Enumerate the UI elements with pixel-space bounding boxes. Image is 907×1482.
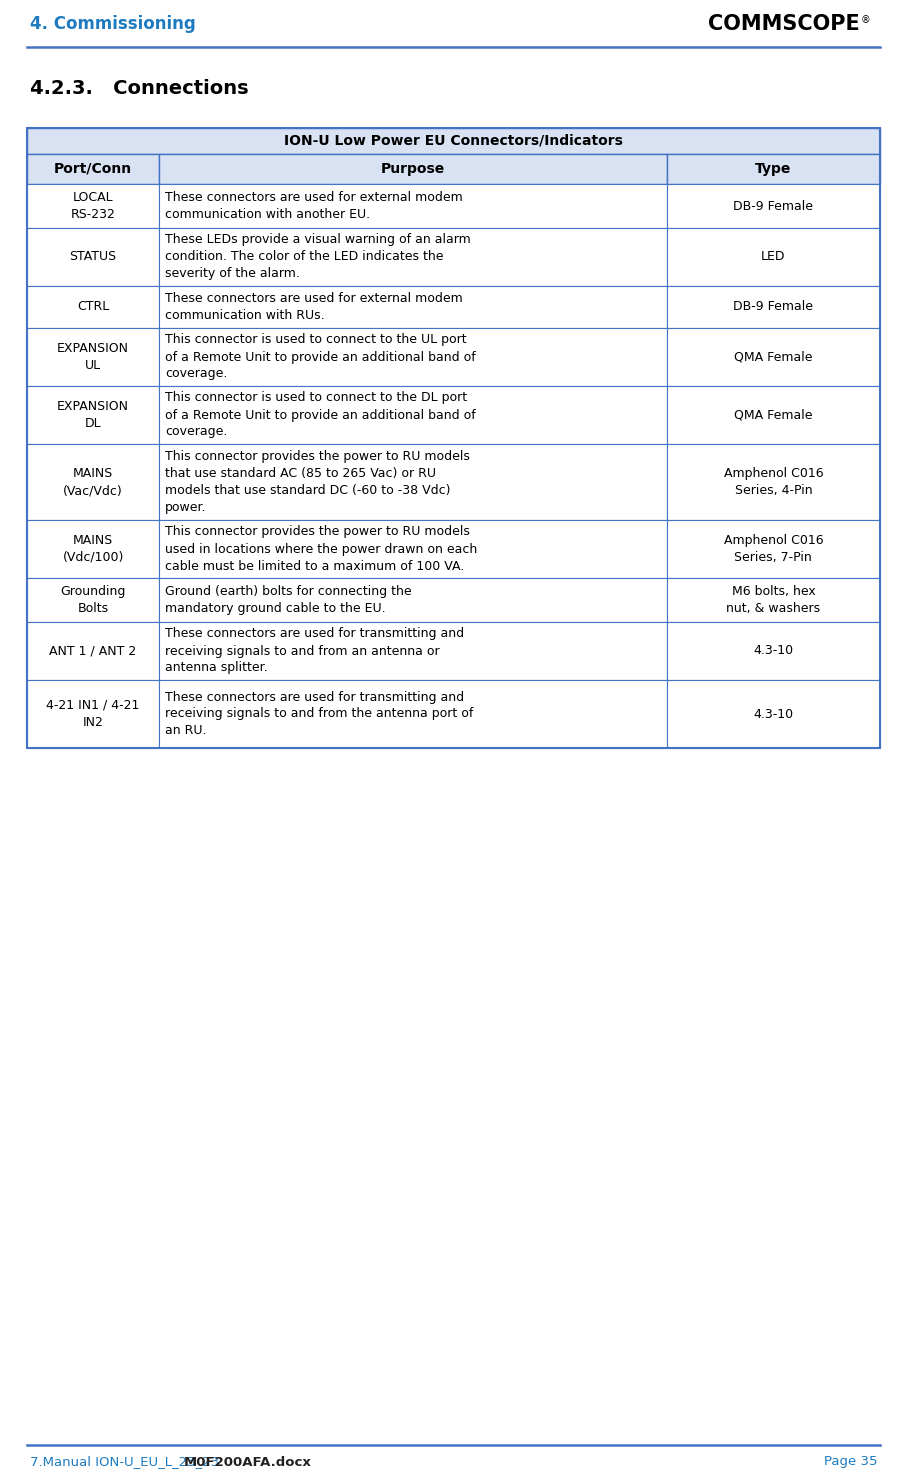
Text: Type: Type: [756, 162, 792, 176]
Bar: [667, 578, 880, 622]
Text: 7.Manual ION-U_EU_L_23_23: 7.Manual ION-U_EU_L_23_23: [30, 1455, 223, 1469]
Bar: [667, 286, 880, 328]
Text: STATUS: STATUS: [70, 250, 117, 264]
Text: Grounding
Bolts: Grounding Bolts: [61, 585, 126, 615]
Text: LED: LED: [761, 250, 785, 264]
Bar: [27, 328, 160, 385]
Text: ®: ®: [861, 15, 871, 25]
Bar: [160, 228, 667, 286]
Text: MAINS
(Vac/Vdc): MAINS (Vac/Vdc): [63, 467, 123, 496]
Bar: [27, 154, 160, 184]
Bar: [27, 385, 160, 445]
Bar: [667, 328, 880, 385]
Text: This connector provides the power to RU models
used in locations where the power: This connector provides the power to RU …: [165, 526, 477, 572]
Text: Page 35: Page 35: [824, 1455, 877, 1469]
Text: DB-9 Female: DB-9 Female: [734, 301, 814, 314]
Bar: [160, 286, 667, 328]
Bar: [27, 622, 160, 680]
Bar: [667, 520, 880, 578]
Bar: [27, 520, 160, 578]
Bar: [160, 184, 667, 228]
Text: 4-21 IN1 / 4-21
IN2: 4-21 IN1 / 4-21 IN2: [46, 700, 140, 729]
Text: QMA Female: QMA Female: [734, 409, 813, 421]
Text: These connectors are used for external modem
communication with RUs.: These connectors are used for external m…: [165, 292, 463, 322]
Text: ION-U Low Power EU Connectors/Indicators: ION-U Low Power EU Connectors/Indicators: [284, 133, 623, 148]
Bar: [27, 184, 160, 228]
Text: 4.2.3.   Connections: 4.2.3. Connections: [30, 79, 249, 98]
Text: These connectors are used for external modem
communication with another EU.: These connectors are used for external m…: [165, 191, 463, 221]
Text: M6 bolts, hex
nut, & washers: M6 bolts, hex nut, & washers: [727, 585, 821, 615]
Bar: [667, 154, 880, 184]
Text: EXPANSION
UL: EXPANSION UL: [57, 342, 129, 372]
Text: Ground (earth) bolts for connecting the
mandatory ground cable to the EU.: Ground (earth) bolts for connecting the …: [165, 585, 412, 615]
Bar: [27, 578, 160, 622]
Bar: [160, 680, 667, 748]
Bar: [667, 228, 880, 286]
Text: This connector provides the power to RU models
that use standard AC (85 to 265 V: This connector provides the power to RU …: [165, 451, 470, 514]
Bar: [160, 385, 667, 445]
Bar: [160, 520, 667, 578]
Bar: [667, 622, 880, 680]
Text: M0F200AFA.docx: M0F200AFA.docx: [183, 1455, 311, 1469]
Bar: [27, 228, 160, 286]
Text: MAINS
(Vdc/100): MAINS (Vdc/100): [63, 534, 123, 565]
Bar: [160, 154, 667, 184]
Text: QMA Female: QMA Female: [734, 351, 813, 363]
Text: EXPANSION
DL: EXPANSION DL: [57, 400, 129, 430]
Text: Port/Conn: Port/Conn: [54, 162, 132, 176]
Text: These connectors are used for transmitting and
receiving signals to and from an : These connectors are used for transmitti…: [165, 627, 464, 674]
Text: Amphenol C016
Series, 7-Pin: Amphenol C016 Series, 7-Pin: [724, 534, 824, 565]
Bar: [160, 445, 667, 520]
Text: LOCAL
RS-232: LOCAL RS-232: [71, 191, 115, 221]
Text: ANT 1 / ANT 2: ANT 1 / ANT 2: [50, 645, 137, 658]
Text: Purpose: Purpose: [381, 162, 445, 176]
Bar: [160, 328, 667, 385]
Text: 4.3-10: 4.3-10: [754, 645, 794, 658]
Bar: [27, 127, 880, 748]
Text: CTRL: CTRL: [77, 301, 109, 314]
Bar: [27, 286, 160, 328]
Bar: [667, 445, 880, 520]
Bar: [27, 445, 160, 520]
Text: Amphenol C016
Series, 4-Pin: Amphenol C016 Series, 4-Pin: [724, 467, 824, 496]
Bar: [27, 127, 880, 154]
Bar: [160, 578, 667, 622]
Text: These connectors are used for transmitting and
receiving signals to and from the: These connectors are used for transmitti…: [165, 691, 473, 738]
Bar: [27, 680, 160, 748]
Text: COMMSCOPE: COMMSCOPE: [708, 13, 860, 34]
Bar: [160, 622, 667, 680]
Bar: [667, 680, 880, 748]
Bar: [667, 184, 880, 228]
Bar: [667, 385, 880, 445]
Text: DB-9 Female: DB-9 Female: [734, 200, 814, 212]
Text: 4. Commissioning: 4. Commissioning: [30, 15, 196, 33]
Text: 4.3-10: 4.3-10: [754, 707, 794, 720]
Text: These LEDs provide a visual warning of an alarm
condition. The color of the LED : These LEDs provide a visual warning of a…: [165, 234, 471, 280]
Text: This connector is used to connect to the DL port
of a Remote Unit to provide an : This connector is used to connect to the…: [165, 391, 476, 439]
Text: This connector is used to connect to the UL port
of a Remote Unit to provide an : This connector is used to connect to the…: [165, 333, 476, 381]
